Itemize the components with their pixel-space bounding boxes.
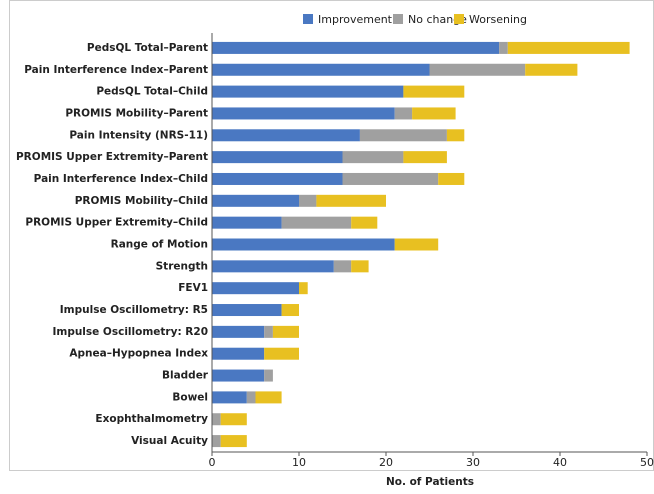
bar-segment: [220, 435, 247, 448]
y-tick-label: Impulse Oscillometry: R20: [52, 326, 208, 338]
bar-segment: [342, 172, 439, 185]
bar-segment: [403, 151, 447, 164]
bar-segment: [212, 413, 221, 426]
y-tick-label: Strength: [156, 260, 208, 272]
bar-segment: [220, 413, 247, 426]
bar-segment: [246, 391, 256, 404]
bar-segment: [351, 260, 369, 273]
legend-swatch: [393, 14, 403, 24]
bar-segment: [499, 41, 508, 54]
legend-label: Worsening: [469, 13, 527, 26]
bar-segment: [351, 216, 378, 229]
legend-label: No change: [408, 13, 467, 26]
bar-segment: [342, 151, 404, 164]
bar-segment: [212, 194, 299, 207]
bar-segment: [212, 238, 395, 251]
y-tick-label: PROMIS Upper Extremity–Parent: [16, 151, 208, 163]
y-tick-label: Visual Acuity: [131, 435, 208, 447]
bar-segment: [212, 151, 343, 164]
bar-segment: [264, 347, 299, 360]
y-tick-label: PROMIS Mobility–Parent: [65, 107, 208, 119]
bar-segment: [212, 304, 282, 317]
bar-segment: [299, 194, 317, 207]
bar-segment: [394, 238, 439, 251]
bar-segment: [446, 129, 465, 142]
y-tick-label: Apnea–Hypopnea Index: [69, 348, 208, 360]
y-tick-label: Pain Interference Index–Child: [34, 173, 208, 185]
bar-segment: [212, 260, 334, 273]
bar-segment: [212, 391, 247, 404]
bar-segment: [429, 63, 526, 76]
bar-segment: [281, 304, 299, 317]
bar-segment: [281, 216, 352, 229]
bar-segment: [438, 172, 465, 185]
x-tick-label: 10: [292, 456, 306, 469]
bar-segment: [394, 107, 413, 120]
y-tick-label: PedsQL Total–Parent: [87, 42, 208, 54]
y-tick-label: FEV1: [178, 282, 208, 294]
y-tick-label: Exophthalmometry: [95, 413, 208, 425]
bar-segment: [316, 194, 386, 207]
x-axis-label: No. of Patients: [386, 476, 474, 488]
bar-segment: [525, 63, 578, 76]
y-tick-label: Range of Motion: [111, 239, 208, 251]
y-tick-label: Impulse Oscillometry: R5: [60, 304, 208, 316]
bar-segment: [212, 435, 221, 448]
y-tick-label: Pain Interference Index–Parent: [24, 64, 208, 76]
legend-label: Improvement: [318, 13, 393, 26]
y-tick-label: Bowel: [172, 391, 208, 403]
bar-segment: [212, 107, 395, 120]
bar-segment: [212, 129, 360, 142]
bar-segment: [212, 282, 299, 295]
legend-swatch: [454, 14, 464, 24]
bar-segment: [272, 325, 299, 338]
y-tick-label: PROMIS Mobility–Child: [75, 195, 208, 207]
y-tick-label: Bladder: [162, 370, 209, 382]
bar-segment: [212, 41, 500, 54]
bar-segment: [299, 282, 308, 295]
bar-segment: [212, 172, 343, 185]
bar-segment: [212, 216, 282, 229]
x-tick-label: 20: [379, 456, 393, 469]
y-tick-label: PedsQL Total–Child: [96, 86, 208, 98]
x-tick-label: 40: [553, 456, 567, 469]
bar-segment: [212, 369, 265, 382]
x-tick-label: 50: [640, 456, 654, 469]
x-tick-label: 0: [209, 456, 216, 469]
bar-segment: [412, 107, 456, 120]
bar-segment: [264, 369, 273, 382]
bar-segment: [264, 325, 273, 338]
y-tick-label: Pain Intensity (NRS-11): [69, 129, 208, 141]
bar-segment: [333, 260, 352, 273]
y-tick-label: PROMIS Upper Extremity–Child: [25, 217, 208, 229]
bar-segment: [212, 85, 404, 98]
legend-swatch: [303, 14, 313, 24]
bar-segment: [212, 347, 265, 360]
bar-segment: [403, 85, 465, 98]
bar-segment: [212, 63, 430, 76]
bar-segment: [255, 391, 282, 404]
x-tick-label: 30: [466, 456, 480, 469]
bar-segment: [212, 325, 265, 338]
bar-segment: [507, 41, 630, 54]
bar-segment: [359, 129, 447, 142]
